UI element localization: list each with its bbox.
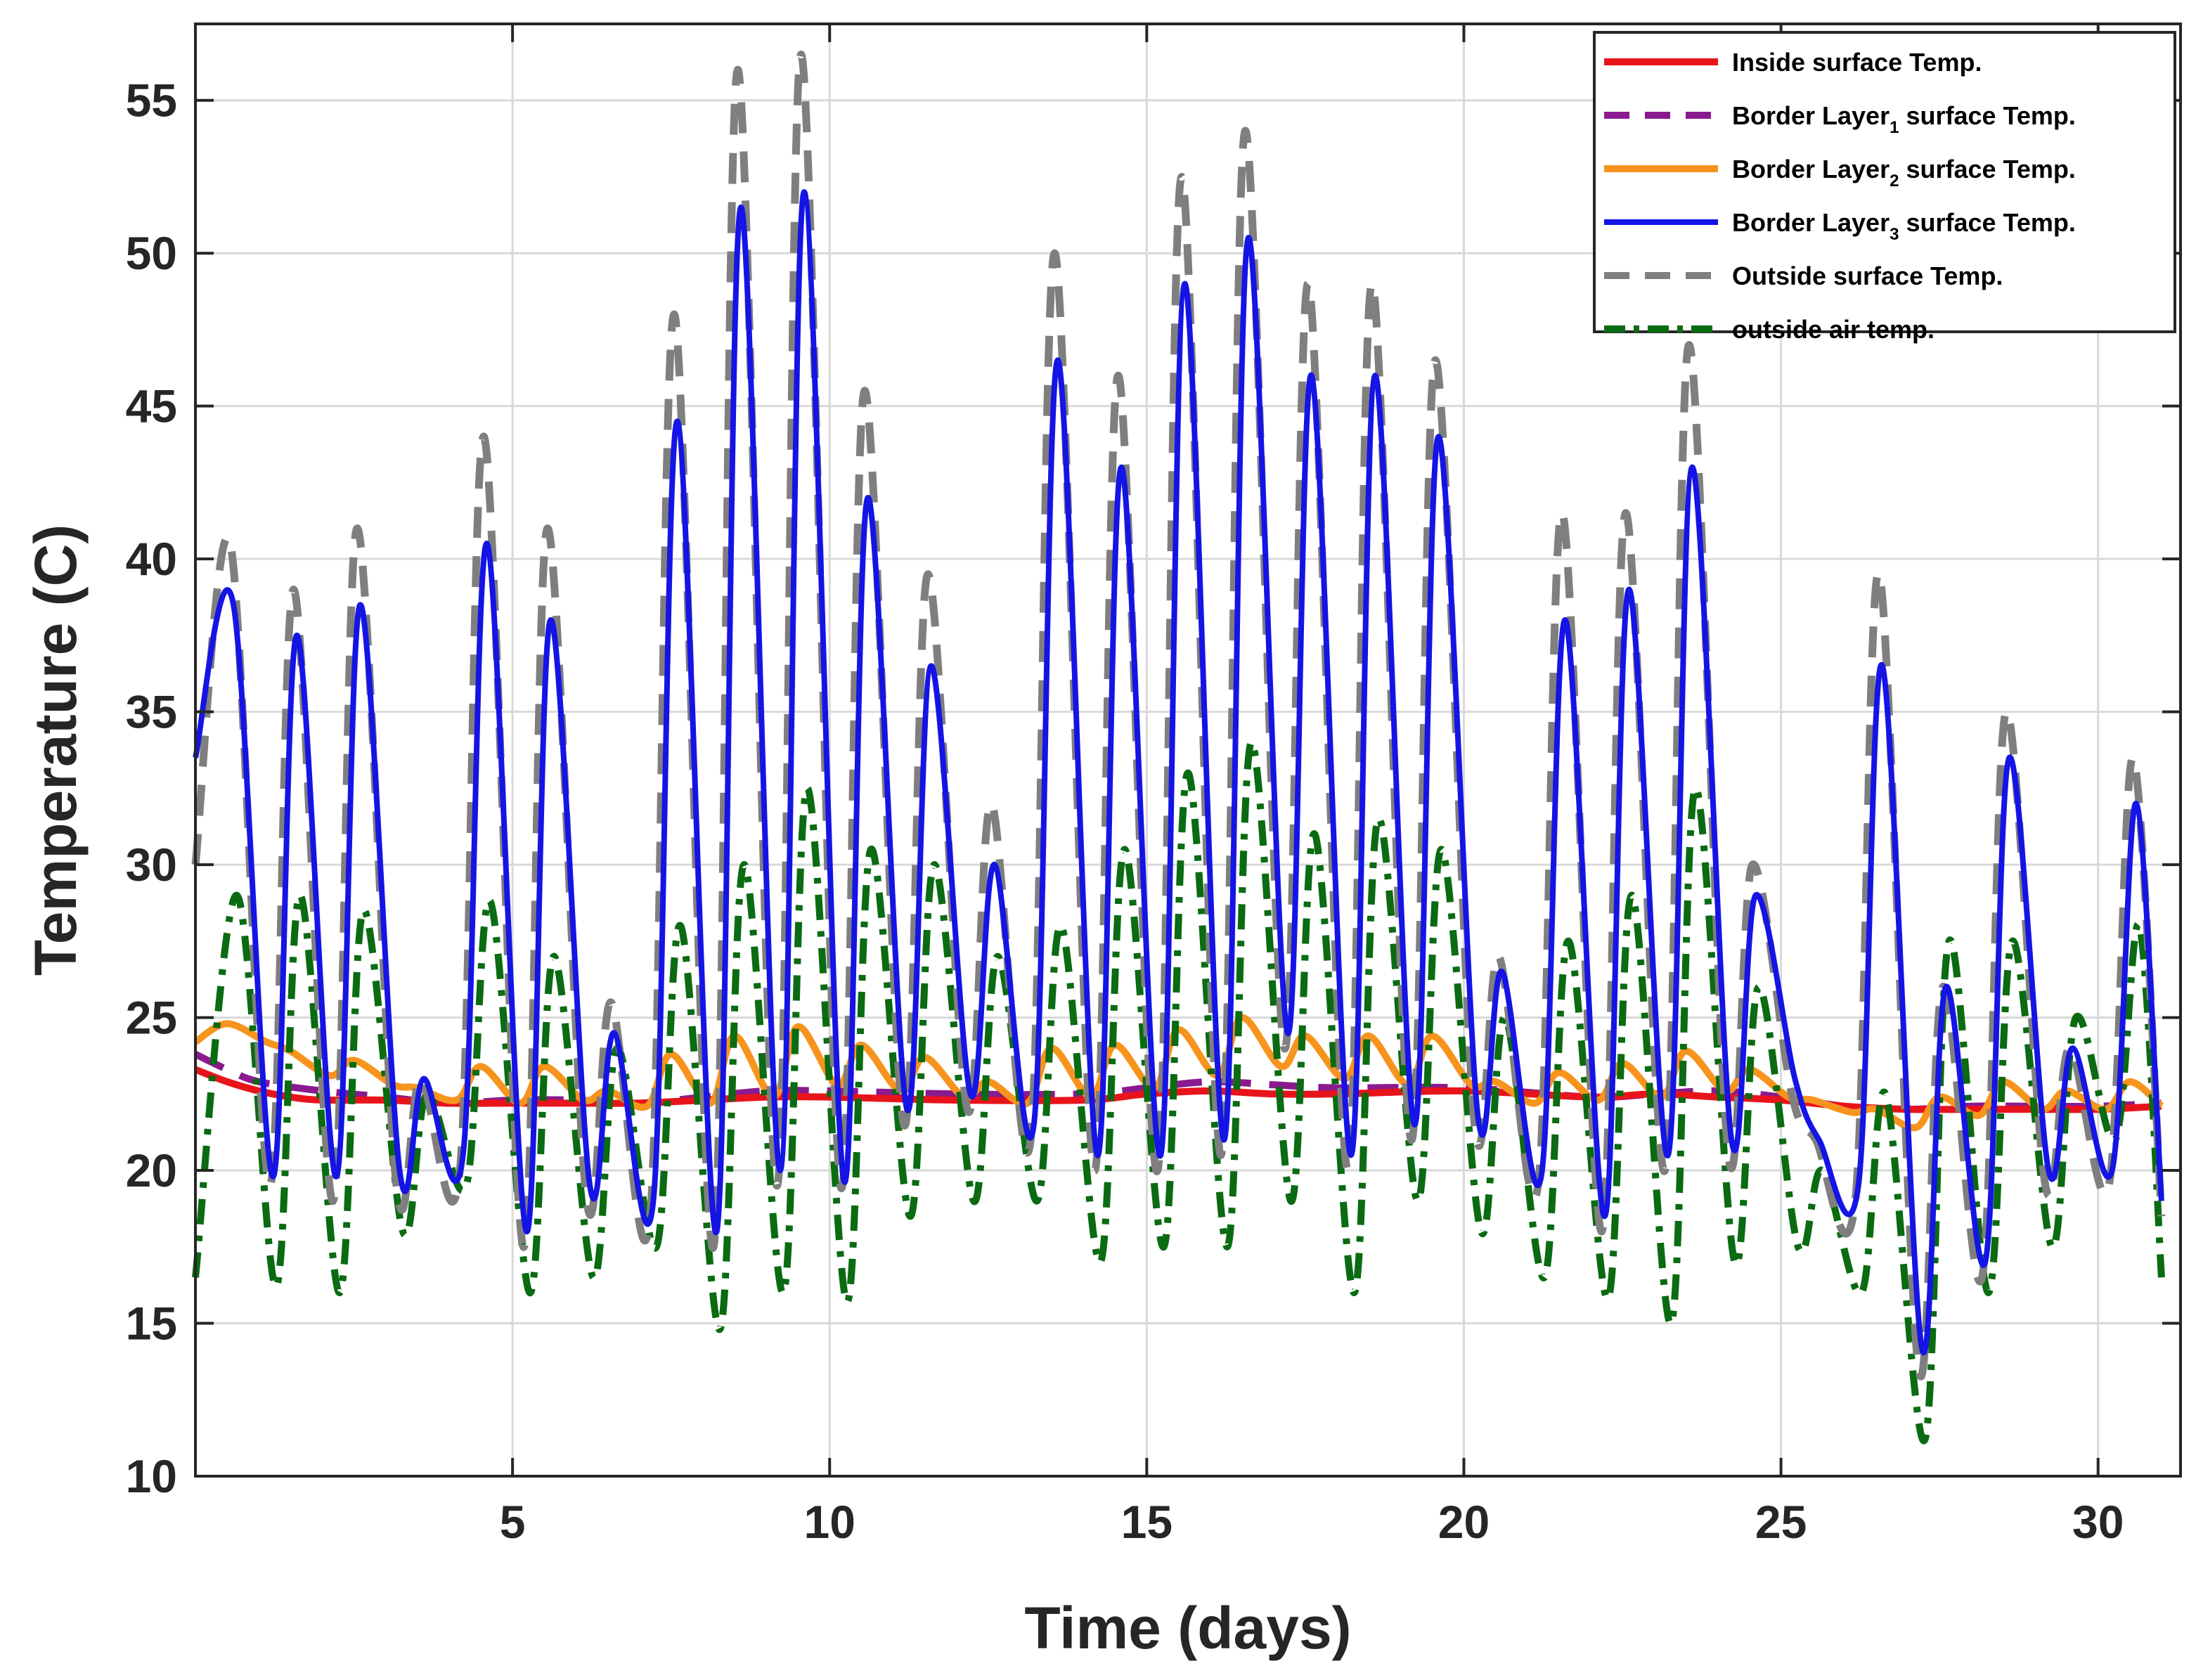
series-outside-air — [192, 739, 2165, 1445]
y-tick-label: 50 — [126, 227, 177, 279]
legend-box — [1593, 31, 2176, 333]
legend: Inside surface Temp.Border Layer1 surfac… — [1593, 31, 2176, 344]
y-tick-label: 15 — [126, 1298, 177, 1350]
series-layer — [191, 51, 2166, 1445]
legend-label: outside air temp. — [1732, 315, 1935, 344]
plot-area-box — [194, 22, 2182, 1478]
x-tick-label: 20 — [1438, 1496, 1490, 1548]
series-outside-surface — [191, 51, 2166, 1381]
legend-label-text: outside air temp. — [1732, 315, 1935, 344]
legend-label-text: Inside surface Temp. — [1732, 48, 1982, 77]
x-axis-label: Time (days) — [1024, 1595, 1351, 1661]
legend-label-text: Outside surface Temp. — [1732, 261, 2003, 290]
x-tick-label: 15 — [1121, 1496, 1173, 1548]
y-tick-label: 55 — [126, 75, 177, 127]
legend-label-suffix: surface Temp. — [1899, 101, 2075, 130]
legend-label-subscript: 2 — [1890, 172, 1899, 190]
y-axis-label: Temperature (C) — [22, 524, 89, 976]
legend-label: Border Layer2 surface Temp. — [1732, 155, 2076, 190]
legend-label: Border Layer3 surface Temp. — [1732, 208, 2076, 244]
y-tick-label: 25 — [126, 992, 177, 1044]
legend-label-suffix: surface Temp. — [1899, 208, 2075, 237]
legend-label-text: Border Layer — [1732, 101, 1890, 130]
axis-ticks: 5 10 15 20 25 30 10 15 20 25 30 35 40 45 50 55 — [126, 24, 2181, 1548]
x-tick-label: 25 — [1755, 1496, 1807, 1548]
series-border-layer-3 — [193, 189, 2164, 1355]
legend-label-subscript: 3 — [1890, 225, 1899, 244]
x-tick-label: 10 — [804, 1496, 855, 1548]
y-tick-label: 30 — [126, 839, 177, 891]
y-tick-label: 35 — [126, 686, 177, 738]
y-tick-label: 20 — [126, 1144, 177, 1196]
legend-label-text: Border Layer — [1732, 208, 1890, 237]
legend-label: Border Layer1 surface Temp. — [1732, 101, 2076, 137]
legend-label: Outside surface Temp. — [1732, 261, 2003, 290]
y-tick-label: 40 — [126, 533, 177, 585]
x-tick-label: 30 — [2072, 1496, 2124, 1548]
legend-label-text: Border Layer — [1732, 155, 1890, 183]
y-tick-label: 10 — [126, 1450, 177, 1502]
x-tick-label: 5 — [500, 1496, 526, 1548]
legend-label-suffix: surface Temp. — [1899, 155, 2075, 183]
legend-label: Inside surface Temp. — [1732, 48, 1982, 77]
legend-label-subscript: 1 — [1890, 118, 1899, 137]
y-tick-label: 45 — [126, 380, 177, 432]
